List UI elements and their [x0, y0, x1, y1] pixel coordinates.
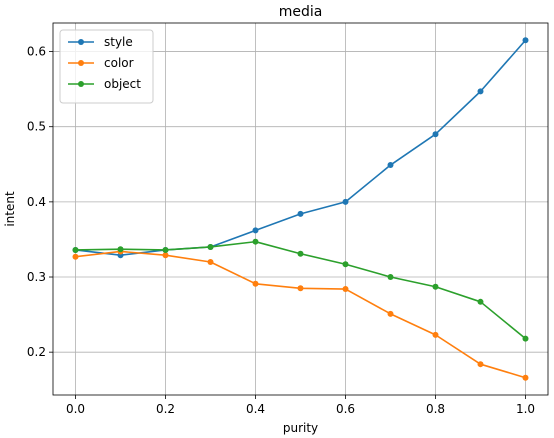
data-point-color — [252, 280, 259, 287]
data-point-style — [252, 227, 259, 234]
x-tick-label: 0.4 — [246, 402, 265, 416]
data-point-color — [387, 310, 394, 317]
data-point-object — [162, 246, 169, 253]
data-point-color — [432, 331, 439, 338]
x-tick-label: 1.0 — [516, 402, 535, 416]
series-layer — [72, 37, 529, 381]
data-point-style — [432, 131, 439, 138]
legend-marker-object — [78, 81, 84, 87]
data-point-color — [297, 285, 304, 292]
x-axis-label: purity — [283, 421, 318, 435]
legend-marker-color — [78, 60, 84, 66]
data-point-color — [477, 361, 484, 368]
data-point-color — [207, 258, 214, 265]
data-point-object — [342, 261, 349, 268]
data-point-object — [387, 274, 394, 281]
data-point-style — [297, 210, 304, 217]
legend-label-color: color — [104, 56, 134, 70]
axes-frame — [52, 22, 549, 396]
x-tick-label: 0.2 — [156, 402, 175, 416]
y-tick-label: 0.5 — [27, 120, 46, 134]
data-point-color — [342, 286, 349, 293]
data-point-object — [207, 243, 214, 250]
data-point-color — [522, 374, 529, 381]
data-point-object — [297, 250, 304, 257]
data-point-object — [477, 298, 484, 305]
data-point-style — [342, 198, 349, 205]
y-tick-label: 0.2 — [27, 345, 46, 359]
y-tick-label: 0.3 — [27, 270, 46, 284]
data-point-style — [477, 88, 484, 95]
data-point-object — [522, 335, 529, 342]
legend-label-object: object — [104, 77, 141, 91]
legend-marker-style — [78, 39, 84, 45]
data-point-color — [162, 252, 169, 259]
series-line-color — [75, 250, 526, 379]
x-tick-label: 0.8 — [426, 402, 445, 416]
data-point-style — [387, 162, 394, 169]
legend: style color object — [59, 29, 154, 104]
ticks: 0.0 0.2 0.4 0.6 0.8 1.0 0.2 0.3 0.4 0.5 0.6 — [27, 45, 535, 416]
y-tick-label: 0.6 — [27, 45, 46, 59]
x-tick-label: 0.0 — [66, 402, 85, 416]
data-point-object — [252, 238, 259, 245]
data-point-object — [72, 246, 79, 253]
x-tick-label: 0.6 — [336, 402, 355, 416]
y-tick-label: 0.4 — [27, 195, 46, 209]
legend-label-style: style — [104, 35, 133, 49]
data-point-color — [72, 253, 79, 260]
chart-title: media — [279, 4, 323, 20]
data-point-object — [117, 246, 124, 253]
data-point-object — [432, 283, 439, 290]
y-axis-label: intent — [3, 191, 17, 227]
data-point-style — [522, 37, 529, 44]
